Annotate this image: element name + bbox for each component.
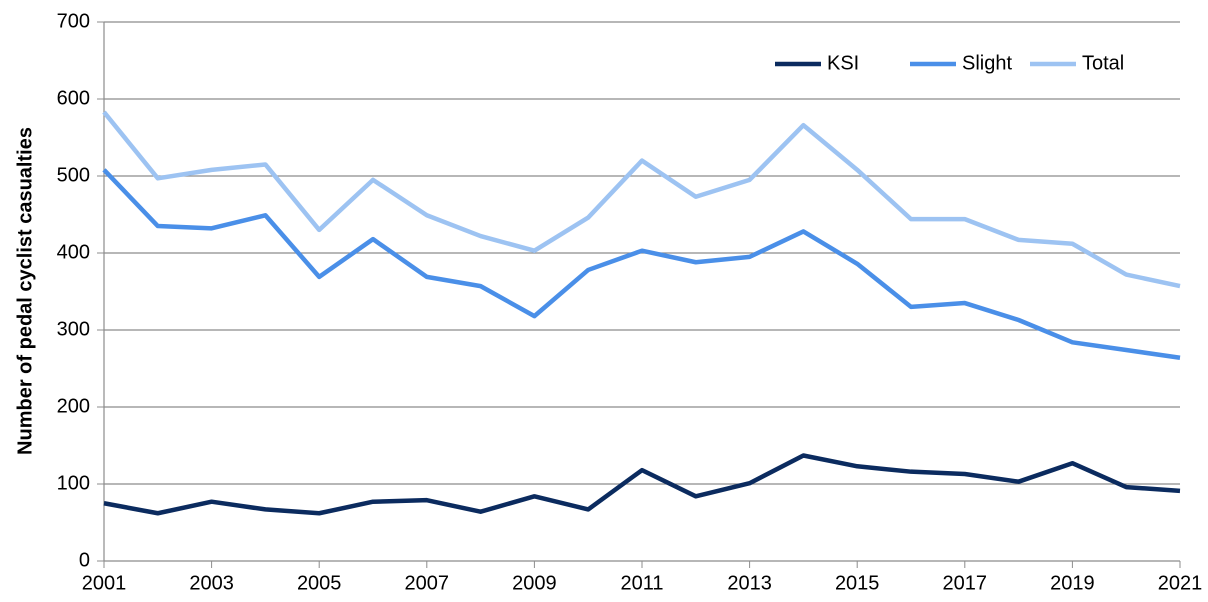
y-tick-label: 500	[57, 164, 90, 186]
y-tick-label: 600	[57, 87, 90, 109]
x-tick-label: 2021	[1158, 572, 1203, 594]
y-tick-label: 400	[57, 241, 90, 263]
y-tick-label: 700	[57, 10, 90, 32]
x-tick-label: 2009	[512, 572, 557, 594]
x-tick-label: 2015	[835, 572, 880, 594]
series-line	[103, 453, 1181, 516]
legend-label: KSI	[827, 52, 859, 74]
x-tick-label: 2013	[727, 572, 772, 594]
legend-label: Total	[1082, 52, 1124, 74]
x-tick-label: 2001	[82, 572, 127, 594]
y-tick-label: 300	[57, 318, 90, 340]
series-line	[102, 110, 1181, 289]
series-line	[102, 168, 1181, 360]
x-tick-label: 2007	[405, 572, 450, 594]
y-axis-label: Number of pedal cyclist casualties	[14, 127, 36, 455]
x-tick-label: 2017	[943, 572, 988, 594]
y-tick-label: 0	[79, 549, 90, 571]
x-tick-label: 2011	[620, 572, 663, 594]
x-tick-label: 2019	[1050, 572, 1095, 594]
x-tick-label: 2003	[189, 572, 234, 594]
y-tick-label: 200	[57, 395, 90, 417]
x-tick-label: 2005	[297, 572, 342, 594]
legend-label: Slight	[962, 52, 1012, 74]
y-tick-label: 100	[57, 472, 90, 494]
